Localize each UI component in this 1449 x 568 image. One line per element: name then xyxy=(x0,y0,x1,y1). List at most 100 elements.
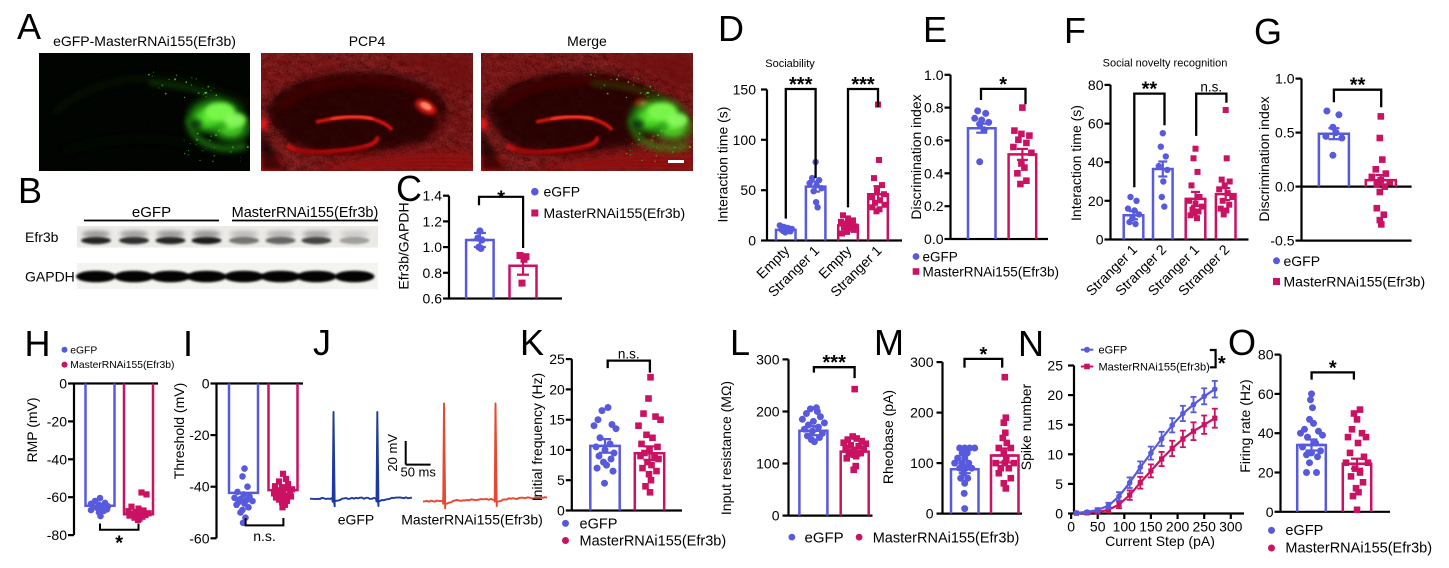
svg-text:eGFP: eGFP xyxy=(338,512,375,528)
svg-text:*: * xyxy=(115,532,123,554)
svg-text:0.0: 0.0 xyxy=(924,231,944,247)
svg-text:Sociability: Sociability xyxy=(765,58,815,70)
svg-text:15: 15 xyxy=(549,412,565,428)
svg-text:eGFP: eGFP xyxy=(1284,253,1321,269)
svg-text:MasterRNAi155(Efr3b): MasterRNAi155(Efr3b) xyxy=(232,205,379,221)
svg-text:B: B xyxy=(18,170,42,211)
svg-text:*: * xyxy=(999,74,1007,96)
svg-text:Discrimination index: Discrimination index xyxy=(1256,96,1272,221)
svg-text:5: 5 xyxy=(557,472,565,488)
svg-text:eGFP: eGFP xyxy=(70,345,97,356)
svg-text:MasterRNAi155(Efr3b): MasterRNAi155(Efr3b) xyxy=(580,534,727,550)
svg-text:eGFP: eGFP xyxy=(132,204,171,221)
svg-text:0: 0 xyxy=(748,233,756,249)
svg-text:-60: -60 xyxy=(47,489,67,505)
svg-text:*: * xyxy=(1329,357,1337,379)
svg-text:MasterRNAi155(Efr3b): MasterRNAi155(Efr3b) xyxy=(1285,541,1432,557)
svg-text:15: 15 xyxy=(1047,417,1063,433)
svg-text:Merge: Merge xyxy=(567,33,607,49)
svg-text:0: 0 xyxy=(1067,519,1075,535)
svg-text:1.4: 1.4 xyxy=(423,188,443,204)
svg-text:n.s.: n.s. xyxy=(253,528,276,544)
svg-text:H: H xyxy=(25,323,51,364)
svg-text:eGFP: eGFP xyxy=(805,529,844,546)
svg-text:20: 20 xyxy=(549,381,565,397)
svg-text:80: 80 xyxy=(1258,347,1274,363)
svg-text:O: O xyxy=(1228,322,1256,363)
svg-text:N: N xyxy=(1018,323,1044,364)
svg-text:0.6: 0.6 xyxy=(423,291,443,307)
svg-text:I: I xyxy=(183,323,193,364)
svg-text:100: 100 xyxy=(756,456,780,472)
svg-text:1.0: 1.0 xyxy=(924,67,944,83)
svg-text:20: 20 xyxy=(1088,193,1104,209)
svg-text:0: 0 xyxy=(772,508,780,524)
svg-text:Threshold (mV): Threshold (mV) xyxy=(171,383,187,479)
svg-text:Efr3b/GAPDH: Efr3b/GAPDH xyxy=(396,202,412,289)
svg-text:Input resistance (MΩ): Input resistance (MΩ) xyxy=(718,381,734,515)
svg-text:eGFP: eGFP xyxy=(580,517,618,533)
svg-text:40: 40 xyxy=(1088,154,1104,170)
svg-text:eGFP: eGFP xyxy=(1285,523,1323,539)
svg-text:0.8: 0.8 xyxy=(924,100,944,116)
svg-text:150: 150 xyxy=(733,82,757,98)
svg-text:-40: -40 xyxy=(47,451,67,467)
svg-text:-0.5: -0.5 xyxy=(1270,233,1294,249)
svg-text:MasterRNAi155(Efr3b): MasterRNAi155(Efr3b) xyxy=(873,530,1020,546)
svg-text:MasterRNAi155(Efr3b): MasterRNAi155(Efr3b) xyxy=(70,360,174,371)
svg-text:eGFP: eGFP xyxy=(544,184,581,200)
svg-text:Rheobase (pA): Rheobase (pA) xyxy=(880,390,896,484)
svg-text:50: 50 xyxy=(740,182,756,198)
svg-text:300: 300 xyxy=(910,354,934,370)
svg-text:Firing rate (Hz): Firing rate (Hz) xyxy=(1237,379,1253,472)
svg-text:100: 100 xyxy=(910,455,934,471)
svg-text:250: 250 xyxy=(1193,519,1217,535)
svg-text:-60: -60 xyxy=(189,530,209,546)
svg-text:D: D xyxy=(718,8,744,49)
svg-text:0.6: 0.6 xyxy=(924,133,944,149)
svg-text:Social novelty recognition: Social novelty recognition xyxy=(1103,58,1228,70)
svg-text:PCP4: PCP4 xyxy=(349,33,386,49)
svg-text:MasterRNAi155(Efr3b): MasterRNAi155(Efr3b) xyxy=(1099,362,1210,374)
svg-text:Current Step (pA): Current Step (pA) xyxy=(1105,533,1215,549)
svg-text:Initial frequency (Hz): Initial frequency (Hz) xyxy=(529,373,545,501)
svg-text:-20: -20 xyxy=(189,427,209,443)
svg-text:20: 20 xyxy=(1047,387,1063,403)
svg-text:G: G xyxy=(1254,11,1282,52)
svg-text:eGFP-MasterRNAi155(Efr3b): eGFP-MasterRNAi155(Efr3b) xyxy=(53,33,236,49)
svg-text:**: ** xyxy=(1350,75,1366,97)
svg-text:0: 0 xyxy=(926,506,934,522)
svg-text:300: 300 xyxy=(756,351,780,367)
svg-text:60: 60 xyxy=(1258,386,1274,402)
svg-text:80: 80 xyxy=(1088,77,1104,93)
svg-text:n.s.: n.s. xyxy=(1200,80,1222,95)
svg-text:*: * xyxy=(980,344,988,366)
svg-text:Interaction time (s): Interaction time (s) xyxy=(1068,105,1084,221)
svg-text:eGFP: eGFP xyxy=(923,250,958,265)
svg-text:M: M xyxy=(874,322,904,363)
svg-text:40: 40 xyxy=(1258,425,1274,441)
svg-text:10: 10 xyxy=(549,442,565,458)
svg-text:*: * xyxy=(1218,353,1226,375)
svg-text:E: E xyxy=(923,9,947,50)
svg-text:20: 20 xyxy=(1258,465,1274,481)
svg-text:0.2: 0.2 xyxy=(924,198,944,214)
svg-text:0: 0 xyxy=(1055,506,1063,522)
svg-text:20 mV: 20 mV xyxy=(385,434,400,472)
svg-text:10: 10 xyxy=(1047,446,1063,462)
svg-text:25: 25 xyxy=(549,351,565,367)
svg-text:0: 0 xyxy=(59,376,67,392)
svg-text:300: 300 xyxy=(1219,519,1243,535)
svg-text:MasterRNAi155(Efr3b): MasterRNAi155(Efr3b) xyxy=(923,265,1060,280)
svg-text:200: 200 xyxy=(756,404,780,420)
svg-text:0.5: 0.5 xyxy=(1275,125,1295,141)
svg-text:200: 200 xyxy=(1166,519,1190,535)
svg-text:0: 0 xyxy=(1266,504,1274,520)
svg-text:Efr3b: Efr3b xyxy=(25,229,59,245)
svg-text:C: C xyxy=(396,168,422,209)
svg-text:100: 100 xyxy=(1113,519,1137,535)
svg-text:-80: -80 xyxy=(47,527,67,543)
svg-text:*: * xyxy=(497,188,505,210)
svg-text:0.4: 0.4 xyxy=(924,165,944,181)
svg-text:J: J xyxy=(313,322,331,363)
